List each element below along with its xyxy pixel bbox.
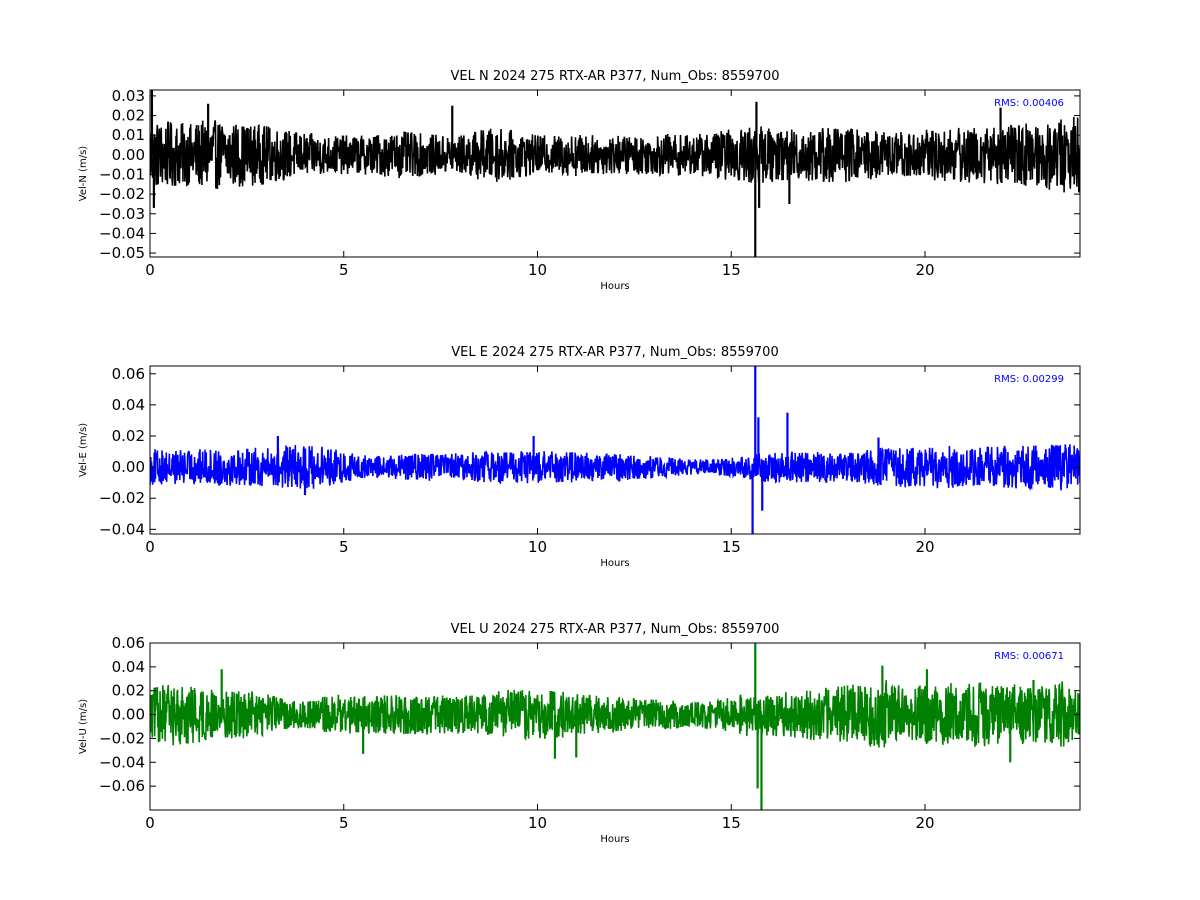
y-tick-label-north: −0.01 [99,165,145,183]
panel-east: VEL E 2024 275 RTX-AR P377, Num_Obs: 855… [78,345,1081,569]
y-tick-label-east: 0.02 [112,427,145,445]
x-tick-label-up: 10 [528,814,547,832]
y-tick-label-east: −0.04 [99,520,145,538]
x-tick-label-north: 0 [145,261,155,279]
x-tick-label-up: 20 [915,814,934,832]
y-tick-label-east: 0.04 [112,396,145,414]
x-tick-label-east: 5 [339,538,349,556]
y-tick-label-north: −0.03 [99,205,145,223]
x-tick-label-east: 20 [915,538,934,556]
panel-north: VEL N 2024 275 RTX-AR P377, Num_Obs: 855… [78,69,1081,292]
x-tick-label-north: 20 [915,261,934,279]
y-axis-label-up: Vel-U (m/s) [78,699,89,754]
y-tick-label-up: −0.02 [99,729,145,747]
series-line-up [150,680,1080,748]
series-line-north [150,116,1080,193]
y-tick-label-north: −0.04 [99,224,145,242]
y-axis-label-north: Vel-N (m/s) [78,146,89,201]
y-tick-label-up: 0.02 [112,682,145,700]
x-axis-label-east: Hours [600,558,629,569]
y-tick-label-north: −0.02 [99,185,145,203]
y-axis-label-east: Vel-E (m/s) [78,423,89,477]
y-tick-label-up: −0.04 [99,753,145,771]
x-tick-label-north: 10 [528,261,547,279]
x-tick-label-east: 15 [722,538,741,556]
x-axis-label-north: Hours [600,281,629,292]
axes-frame-east [149,365,1081,535]
rms-annotation-north: RMS: 0.00406 [994,98,1064,109]
panel-title-up: VEL U 2024 275 RTX-AR P377, Num_Obs: 855… [451,622,780,637]
y-tick-label-up: 0.04 [112,658,145,676]
y-tick-label-east: −0.02 [99,489,145,507]
y-tick-label-north: 0.03 [112,87,145,105]
y-tick-label-north: 0.00 [112,146,145,164]
x-tick-label-east: 0 [145,538,155,556]
x-tick-label-north: 15 [722,261,741,279]
rms-annotation-up: RMS: 0.00671 [994,651,1064,662]
axes-frame-north [149,89,1081,258]
panel-title-north: VEL N 2024 275 RTX-AR P377, Num_Obs: 855… [451,69,780,84]
y-tick-label-north: 0.02 [112,107,145,125]
panel-title-east: VEL E 2024 275 RTX-AR P377, Num_Obs: 855… [451,345,778,360]
y-tick-label-north: −0.05 [99,244,145,262]
x-tick-label-up: 0 [145,814,155,832]
rms-annotation-east: RMS: 0.00299 [994,374,1064,385]
y-tick-label-up: 0.06 [112,634,145,652]
y-tick-label-east: 0.00 [112,458,145,476]
panel-up: VEL U 2024 275 RTX-AR P377, Num_Obs: 855… [78,622,1081,845]
x-tick-label-north: 5 [339,261,349,279]
y-tick-label-up: −0.06 [99,777,145,795]
x-tick-label-up: 15 [722,814,741,832]
y-tick-label-east: 0.06 [112,365,145,383]
x-tick-label-east: 10 [528,538,547,556]
axes-frame-up [149,642,1081,811]
y-tick-label-up: 0.00 [112,706,145,724]
x-tick-label-up: 5 [339,814,349,832]
y-tick-label-north: 0.01 [112,126,145,144]
x-axis-label-up: Hours [600,834,629,845]
